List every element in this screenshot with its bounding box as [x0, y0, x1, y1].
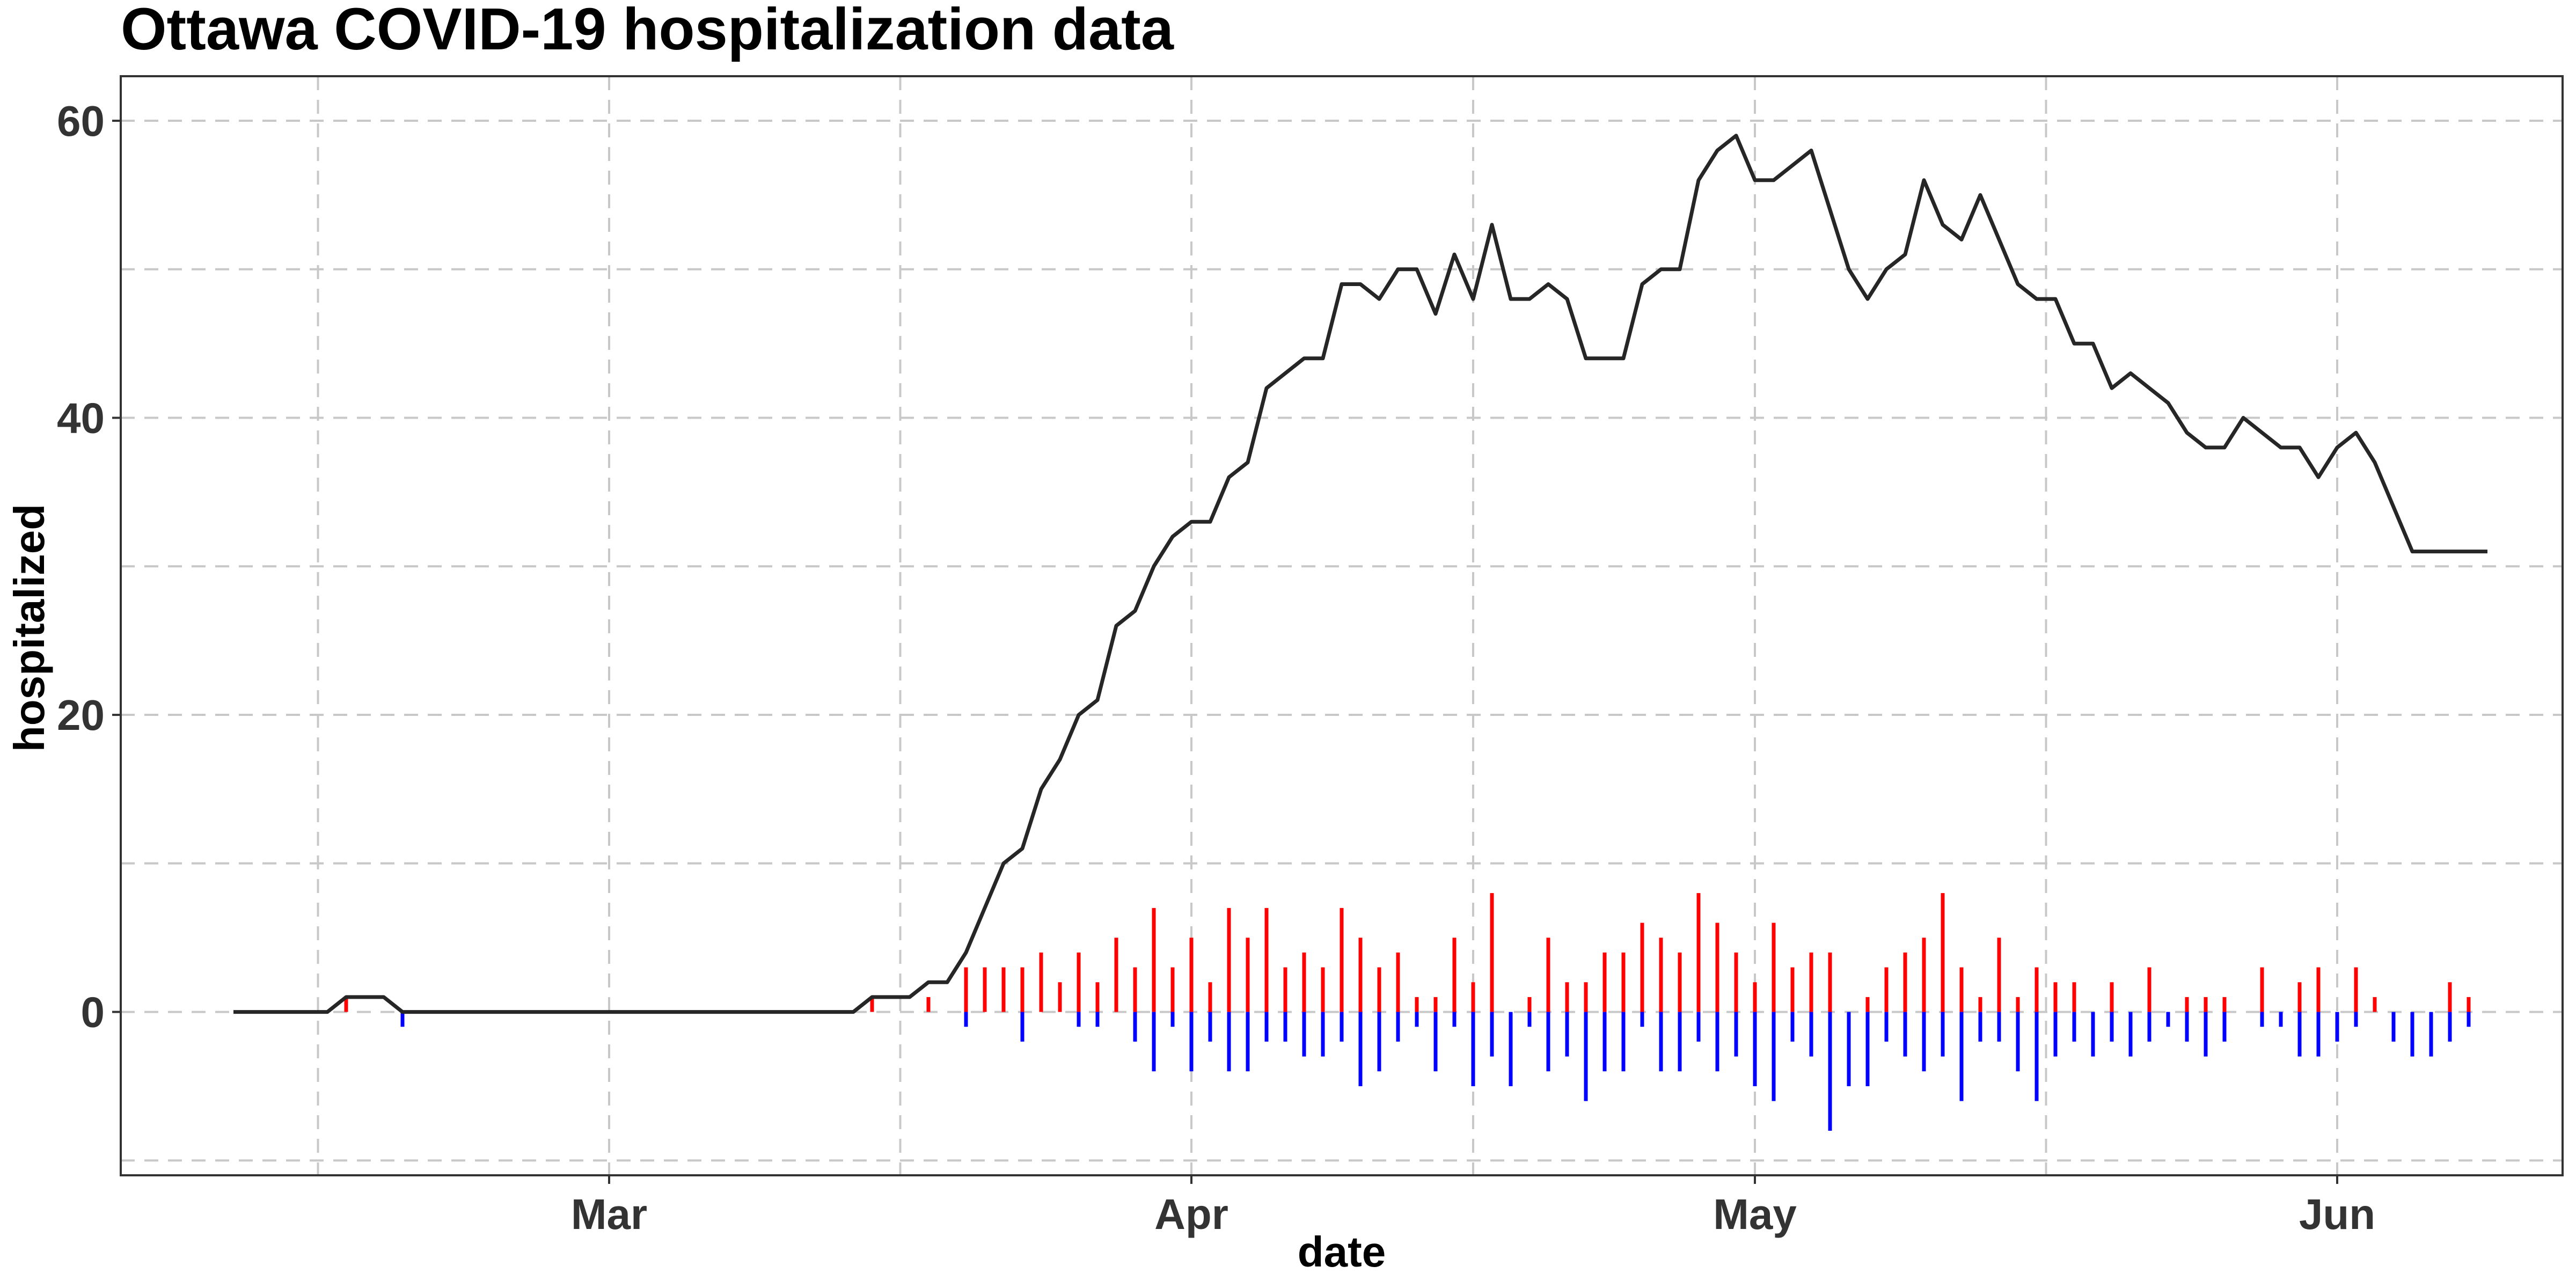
chart-title: Ottawa COVID-19 hospitalization data — [121, 0, 1174, 62]
plot-panel-border — [120, 75, 2564, 1176]
daily-change-bars — [344, 893, 2471, 1131]
axis-ticks: 0 20 40 60 Mar Apr May Jun — [57, 97, 2375, 1238]
y-axis-title: hospitalized — [5, 504, 53, 752]
hospitalized-line — [233, 134, 2487, 1014]
hospitalized-line-layer — [233, 134, 2487, 1014]
grid-lines — [121, 76, 2563, 1175]
x-tick-label: May — [1713, 1190, 1797, 1238]
y-tick-label: 60 — [57, 97, 105, 145]
x-tick-label: Mar — [571, 1190, 647, 1238]
y-tick-label: 0 — [81, 989, 105, 1036]
y-tick-label: 40 — [57, 394, 105, 442]
y-tick-label: 20 — [57, 691, 105, 739]
x-tick-label: Jun — [2299, 1190, 2375, 1238]
x-axis-title: date — [1298, 1228, 1386, 1276]
x-tick-label: Apr — [1154, 1190, 1228, 1238]
